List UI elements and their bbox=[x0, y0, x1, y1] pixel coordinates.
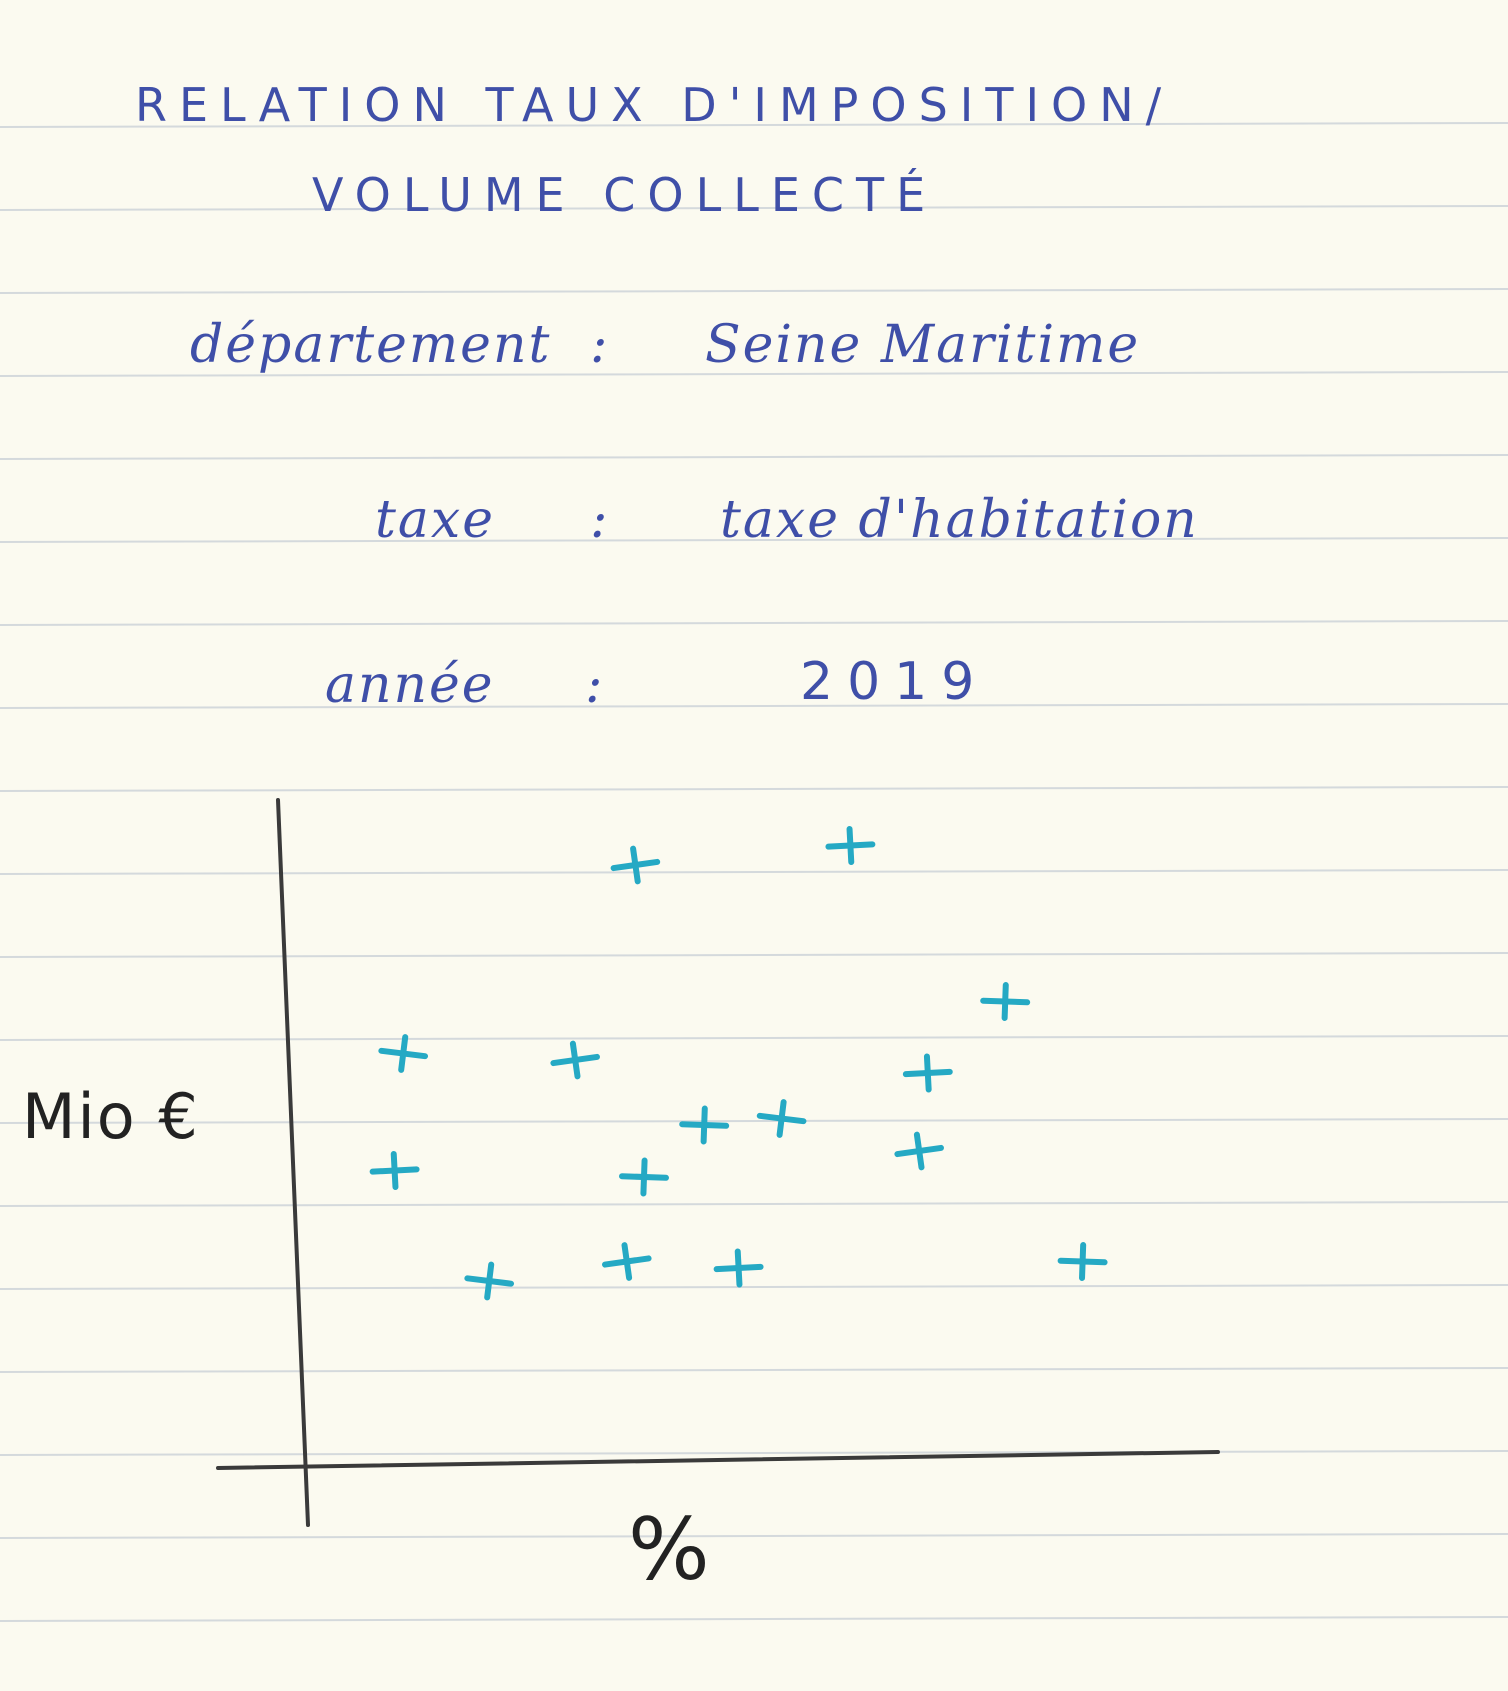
ruled-line bbox=[0, 1616, 1508, 1622]
y-axis-line bbox=[276, 798, 310, 1527]
ruled-line bbox=[0, 1533, 1508, 1539]
data-point bbox=[550, 1040, 600, 1080]
info-annee-colon: : bbox=[585, 655, 605, 715]
data-point bbox=[902, 1053, 953, 1093]
info-taxe-colon: : bbox=[590, 490, 610, 550]
data-point bbox=[610, 845, 661, 885]
data-point bbox=[602, 1242, 652, 1281]
ruled-line bbox=[0, 1118, 1508, 1124]
x-axis-line bbox=[216, 1450, 1220, 1470]
ruled-line bbox=[0, 869, 1508, 875]
info-taxe-value: taxe d'habitation bbox=[720, 490, 1199, 550]
data-point bbox=[619, 1157, 669, 1197]
ruled-line bbox=[0, 371, 1508, 377]
ruled-line bbox=[0, 122, 1508, 128]
ruled-line bbox=[0, 1367, 1508, 1373]
info-departement-value: Seine Maritime bbox=[705, 315, 1141, 375]
info-departement-colon: : bbox=[590, 315, 610, 375]
data-point bbox=[378, 1034, 429, 1073]
ruled-line bbox=[0, 1201, 1508, 1207]
ruled-line bbox=[0, 786, 1508, 792]
ruled-line bbox=[0, 703, 1508, 709]
title-line-2: VOLUME COLLECTÉ bbox=[312, 168, 938, 222]
x-axis-label: % bbox=[628, 1500, 712, 1600]
info-annee-value: 2019 bbox=[800, 652, 989, 712]
data-point bbox=[679, 1105, 730, 1145]
data-point bbox=[464, 1261, 515, 1301]
ruled-line bbox=[0, 454, 1508, 460]
ruled-line bbox=[0, 205, 1508, 211]
y-axis-label: Mio € bbox=[22, 1080, 200, 1153]
ruled-line bbox=[0, 1035, 1508, 1041]
data-point bbox=[894, 1131, 944, 1171]
info-annee-label: année bbox=[325, 655, 495, 715]
ruled-line bbox=[0, 620, 1508, 626]
data-point bbox=[713, 1248, 764, 1288]
info-departement-label: département bbox=[190, 315, 552, 375]
data-points bbox=[369, 826, 1108, 1301]
ruled-line bbox=[0, 1450, 1508, 1456]
ruled-line bbox=[0, 537, 1508, 543]
data-point bbox=[756, 1099, 807, 1138]
data-point bbox=[825, 826, 876, 865]
data-point bbox=[980, 982, 1031, 1021]
ruled-line bbox=[0, 288, 1508, 294]
ruled-line bbox=[0, 1284, 1508, 1290]
data-point bbox=[1057, 1242, 1108, 1281]
ruled-line bbox=[0, 952, 1508, 958]
data-point bbox=[369, 1151, 420, 1190]
title-line-1: RELATION TAUX D'IMPOSITION/ bbox=[135, 78, 1174, 132]
info-taxe-label: taxe bbox=[375, 490, 495, 550]
